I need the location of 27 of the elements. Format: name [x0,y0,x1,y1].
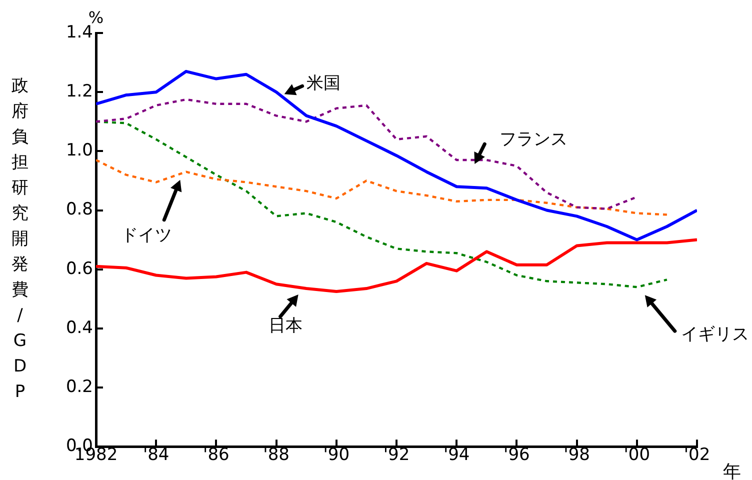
y-tick-label: 1.2 [66,82,93,102]
x-tick-label: '96 [504,445,530,466]
text: イギリス [680,324,749,344]
x-tick-label: '88 [263,445,290,466]
line-series [96,158,668,216]
series-label: 日本 [268,316,302,336]
x-tick-label: '98 [564,445,590,466]
y-tick-label: 1.4 [66,22,93,42]
text: 政府負担研究開発費/GDP [12,76,28,402]
x-tick-label: '02 [684,445,710,466]
y-tick-label: 0.8 [66,200,93,220]
text: ドイツ [121,225,172,246]
x-tick-label: '92 [383,445,410,466]
x-tick-label: '84 [142,445,170,466]
x-tick-label: '94 [443,445,470,466]
x-axis-title: 年 [723,461,741,480]
line-series [96,98,638,210]
y-tick-label: 0.2 [66,376,93,397]
line-series [96,120,668,288]
y-tick-label: 1.0 [66,140,93,161]
series-label: 米国 [306,74,340,94]
y-tick-label: 0.4 [66,318,93,338]
x-tick-label: '90 [323,445,350,466]
x-tick-label: '86 [203,445,230,466]
series-label: フランス [500,129,568,150]
y-tick-label: 0.6 [66,258,93,279]
x-tick-label: '00 [624,445,650,466]
